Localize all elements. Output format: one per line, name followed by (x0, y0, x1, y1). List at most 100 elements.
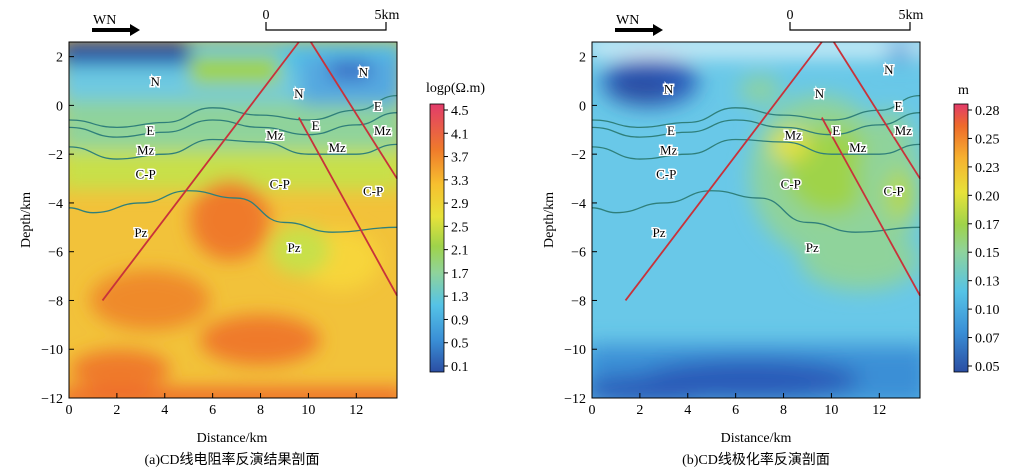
x-tick-label: 12 (349, 403, 363, 418)
horizon-line (68, 190, 398, 233)
colorbar-tick-label: 2.9 (451, 197, 469, 212)
direction-label-b: WN (616, 13, 639, 28)
scalebar-a: 0 5km (263, 8, 400, 31)
y-tick-label: −2 (48, 148, 63, 163)
x-tick-label: 0 (589, 403, 596, 418)
colorbar-tick-label: 3.3 (451, 174, 469, 189)
x-tick-label: 8 (780, 403, 787, 418)
fault-line (310, 41, 398, 180)
horizon-line (591, 138, 921, 160)
colorbar-tick-label: 0.5 (451, 337, 469, 352)
x-tick-label: 12 (872, 403, 886, 418)
horizon-line (68, 138, 398, 160)
horizon-line (591, 190, 921, 233)
fault-lines-b (624, 41, 921, 302)
stratum-label: N (664, 81, 674, 96)
fault-lines-a (101, 41, 398, 302)
x-tick-label: 4 (161, 403, 168, 418)
y-tick-label: −10 (41, 343, 63, 358)
y-tick-label: −12 (41, 392, 63, 407)
stratum-label: Mz (137, 142, 155, 157)
y-tick-label: 0 (56, 99, 63, 114)
direction-arrow-icon (615, 24, 663, 36)
colorbar-label-b: m (958, 83, 969, 98)
y-tick-label: −2 (571, 148, 586, 163)
colorbar-b: m 0.28 0.25 0.23 0.20 0.17 0.15 0.13 0.10 0.07 0.… (953, 83, 1000, 375)
y-tick-label: −6 (48, 246, 63, 261)
stratum-label: N (884, 62, 894, 77)
x-tick-label: 10 (301, 403, 315, 418)
colorbar-tick-label: 2.1 (451, 244, 469, 259)
stratum-label: E (146, 123, 154, 138)
fault-line (101, 41, 300, 302)
horizon-line (68, 94, 398, 128)
x-axis-label-b: Distance/km (721, 431, 792, 446)
colorbar-tick-label: 0.25 (975, 132, 1000, 147)
x-tick-label: 6 (209, 403, 216, 418)
stratum-label: E (374, 98, 382, 113)
caption-a: (a)CD线电阻率反演结果剖面 (145, 451, 320, 468)
colorbar-a: logρ(Ω.m) 4.5 4.1 3.7 3.3 2.9 2.5 2.1 1.7 1.3 0.9… (426, 81, 485, 375)
stratum-label: E (667, 123, 675, 138)
fault-line (833, 41, 921, 180)
colorbar-tick-label: 0.17 (975, 218, 1000, 233)
colorbar-tick-label: 0.15 (975, 246, 1000, 261)
direction-arrow-icon (92, 24, 140, 36)
stratum-label: N (815, 86, 825, 101)
plot-frame-a (68, 41, 398, 399)
fault-line (624, 41, 823, 302)
colorbar-tick-label: 0.07 (975, 332, 1000, 347)
plot-frame-b (591, 41, 921, 399)
chargeability-field (592, 42, 920, 398)
colorbar-tick-label: 0.13 (975, 275, 1000, 290)
colorbar-tick-label: 3.7 (451, 151, 469, 166)
direction-label-a: WN (93, 13, 116, 28)
stratum-labels-b: N N N E E E Mz Mz Mz Mz C-P C-P C-P Pz Pz (651, 60, 914, 256)
y-tick-label: 2 (56, 51, 63, 66)
stratum-label: N (150, 74, 160, 89)
y-tick-label: 0 (579, 99, 586, 114)
horizon-line (591, 94, 921, 128)
stratum-label: E (312, 118, 320, 133)
stratum-labels-a: N N N E E E Mz Mz Mz Mz C-P C-P C-P Pz Pz (133, 63, 393, 257)
stratum-label: C-P (656, 167, 676, 182)
y-tick-label: −10 (564, 343, 586, 358)
direction-indicator-b: WN (615, 13, 663, 36)
colorbar-tick-label: 2.5 (451, 220, 469, 235)
stratum-label: Pz (653, 225, 666, 240)
scalebar-end-a: 5km (375, 8, 400, 23)
scalebar-start-b: 0 (787, 8, 794, 23)
resistivity-field (69, 42, 397, 398)
colorbar-tick-label: 4.5 (451, 104, 469, 119)
colorbar-tick-label: 0.9 (451, 313, 469, 328)
stratum-label: C-P (363, 184, 383, 199)
stratum-label: Mz (895, 123, 913, 138)
stratum-label: C-P (270, 176, 290, 191)
x-tick-label: 0 (66, 403, 73, 418)
colorbar-tick-label: 0.10 (975, 303, 1000, 318)
colorbar-tick-label: 1.7 (451, 267, 469, 282)
y-tick-label: −8 (48, 294, 63, 309)
stratum-label: Pz (134, 225, 147, 240)
stratum-label: Mz (266, 128, 284, 143)
colorbar-tick-label: 4.1 (451, 127, 469, 142)
scalebar-start-a: 0 (263, 8, 270, 23)
axes-a: 0 2 4 6 8 10 12 2 0 −2 −4 −6 −8 −10 −12 (41, 51, 363, 418)
stratum-label: Pz (288, 240, 301, 255)
y-axis-label-a: Depth/km (19, 192, 34, 248)
x-tick-label: 2 (113, 403, 120, 418)
stratum-label: Mz (374, 123, 392, 138)
caption-b: (b)CD线极化率反演剖面 (682, 451, 830, 468)
scalebar-b: 0 5km (787, 8, 924, 31)
colorbar-tick-label: 0.05 (975, 360, 1000, 375)
y-tick-label: −12 (564, 392, 586, 407)
stratum-label: C-P (781, 176, 801, 191)
y-tick-label: −4 (48, 197, 63, 212)
y-tick-label: −6 (571, 246, 586, 261)
stratum-label: N (359, 64, 369, 79)
x-tick-label: 10 (824, 403, 838, 418)
x-tick-label: 8 (257, 403, 264, 418)
y-tick-label: −4 (571, 197, 586, 212)
